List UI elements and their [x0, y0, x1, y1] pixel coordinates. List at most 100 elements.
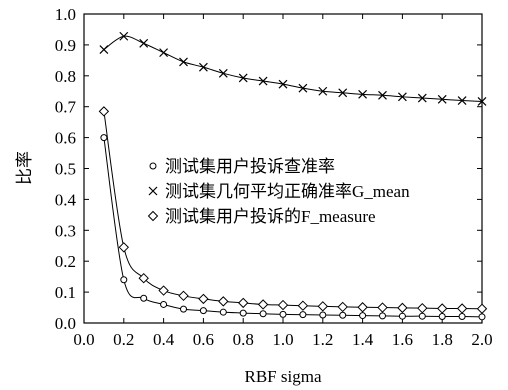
legend-marker-circle — [149, 162, 157, 170]
legend-label: 测试集用户投诉的F_measure — [165, 207, 376, 226]
y-tick-label: 0.8 — [55, 67, 76, 86]
data-point-cross — [179, 57, 188, 67]
y-tick-label: 1.0 — [55, 5, 76, 24]
data-point-circle — [299, 311, 307, 319]
y-axis-title: 比率 — [15, 151, 34, 185]
data-point-cross — [477, 97, 487, 106]
data-point-cross — [218, 68, 228, 78]
data-point-diamond — [476, 303, 488, 314]
y-tick-label: 0.3 — [55, 221, 76, 240]
data-point-circle — [379, 312, 386, 320]
data-point-circle — [239, 309, 247, 317]
data-point-diamond — [297, 300, 309, 311]
x-tick-label: 0.6 — [193, 330, 214, 349]
x-tick-label: 0.0 — [73, 330, 94, 349]
data-point-circle — [140, 294, 148, 302]
data-point-cross — [417, 93, 427, 103]
data-point-cross — [99, 45, 109, 54]
data-point-diamond — [218, 296, 229, 307]
legend-item: 测试集几何平均正确准率G_mean — [148, 182, 410, 201]
data-point-cross — [338, 88, 348, 98]
x-tick-label: 0.2 — [113, 330, 134, 349]
data-point-cross — [258, 76, 268, 86]
data-point-diamond — [98, 106, 110, 117]
data-point-cross — [198, 62, 208, 72]
data-point-cross — [119, 31, 129, 41]
legend-item: 测试集用户投诉查准率 — [149, 157, 335, 176]
series-3 — [98, 106, 488, 314]
y-tick-label: 0.2 — [55, 252, 76, 271]
data-point-diamond — [417, 302, 428, 314]
series-1 — [100, 134, 486, 321]
x-tick-label: 2.0 — [471, 330, 492, 349]
data-point-diamond — [118, 242, 130, 253]
data-point-circle — [219, 308, 227, 316]
y-tick-label: 0.1 — [55, 283, 76, 302]
x-tick-label: 1.2 — [312, 330, 333, 349]
data-point-circle — [418, 312, 426, 320]
data-point-diamond — [377, 302, 388, 313]
x-tick-label: 1.8 — [432, 330, 453, 349]
y-tick-label: 0.0 — [55, 314, 76, 333]
data-point-diamond — [138, 272, 149, 284]
data-point-cross — [378, 90, 387, 100]
data-point-cross — [238, 73, 248, 83]
data-point-diamond — [198, 293, 209, 305]
data-point-diamond — [436, 303, 448, 314]
data-point-circle — [100, 134, 108, 142]
data-point-circle — [359, 312, 367, 320]
data-point-circle — [279, 310, 287, 318]
legend-marker-diamond — [147, 210, 159, 222]
y-tick-label: 0.7 — [55, 98, 77, 117]
data-point-diamond — [257, 299, 269, 310]
data-point-circle — [438, 313, 446, 321]
data-point-cross — [437, 94, 447, 104]
y-tick-label: 0.5 — [55, 160, 76, 179]
x-tick-label: 1.4 — [352, 330, 374, 349]
data-point-cross — [318, 86, 328, 96]
data-point-cross — [139, 38, 149, 48]
data-point-circle — [259, 310, 267, 318]
y-tick-label: 0.4 — [55, 190, 77, 209]
x-tick-label: 1.6 — [392, 330, 413, 349]
data-point-diamond — [357, 302, 368, 313]
data-point-diamond — [277, 299, 289, 311]
data-point-circle — [458, 313, 466, 321]
data-point-circle — [199, 307, 207, 315]
data-point-diamond — [456, 303, 468, 314]
data-point-circle — [160, 300, 168, 308]
data-point-diamond — [337, 301, 348, 313]
y-tick-label: 0.9 — [55, 36, 76, 55]
data-point-diamond — [317, 301, 329, 312]
data-point-diamond — [158, 285, 169, 296]
data-point-cross — [159, 48, 169, 58]
data-point-cross — [358, 89, 368, 99]
series-line — [103, 35, 483, 102]
legend-label: 测试集几何平均正确准率G_mean — [165, 182, 410, 201]
data-point-circle — [398, 312, 406, 320]
series-2 — [99, 31, 487, 106]
data-point-cross — [278, 79, 288, 89]
data-point-cross — [298, 83, 308, 93]
x-axis-title: RBF sigma — [245, 367, 322, 386]
data-point-circle — [180, 305, 187, 313]
x-tick-label: 1.0 — [272, 330, 293, 349]
y-tick-label: 0.6 — [55, 129, 76, 148]
legend-label: 测试集用户投诉查准率 — [165, 157, 335, 176]
x-tick-label: 0.4 — [153, 330, 175, 349]
series — [98, 31, 488, 321]
data-point-circle — [339, 311, 347, 319]
data-point-diamond — [237, 297, 249, 309]
data-point-diamond — [397, 302, 408, 314]
legend-marker-cross — [148, 186, 158, 196]
data-point-circle — [319, 311, 327, 319]
data-point-cross — [457, 96, 467, 105]
data-point-diamond — [178, 290, 189, 302]
x-tick-label: 0.8 — [233, 330, 254, 349]
data-point-circle — [120, 276, 128, 284]
axes: 0.0 0.2 0.4 0.6 0.8 1.0 1.2 1.4 1.6 1.8 2.0 0.0 0.1 0… — [55, 5, 493, 349]
legend-item: 测试集用户投诉的F_measure — [147, 207, 376, 226]
data-point-cross — [397, 92, 407, 102]
